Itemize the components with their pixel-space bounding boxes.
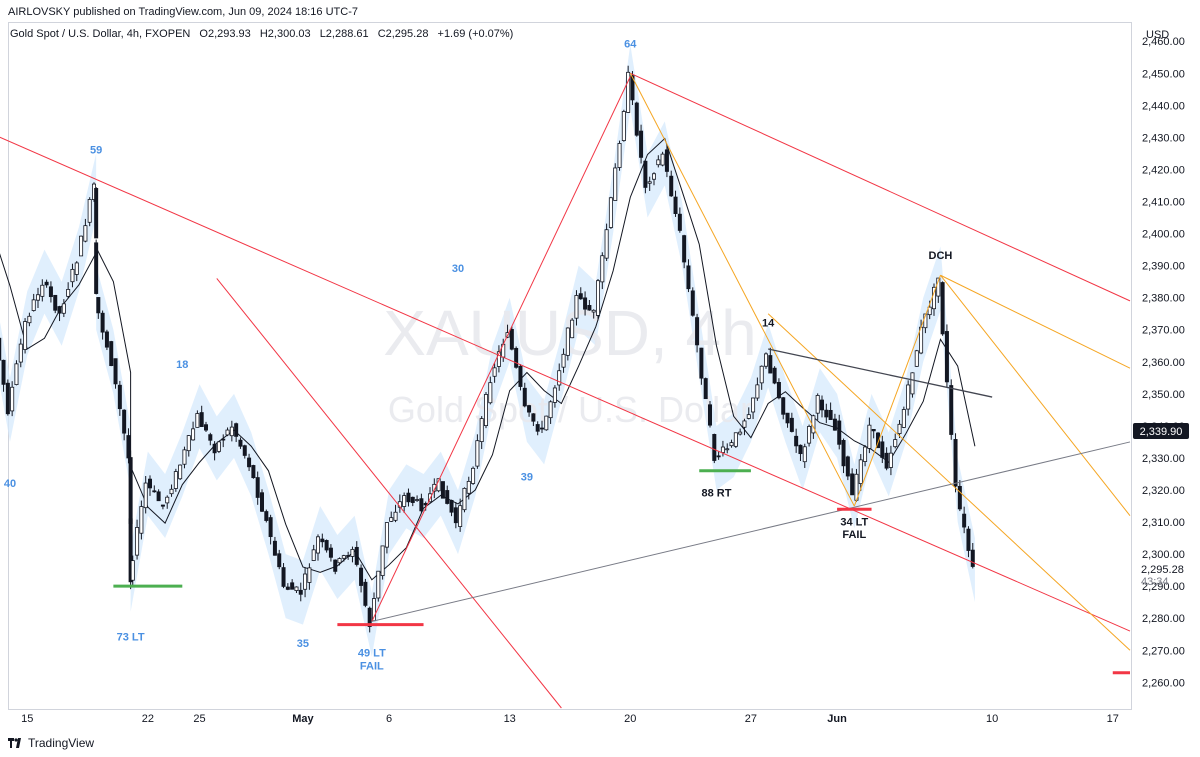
y-tick-label: 2,340.00: [1142, 421, 1185, 433]
candle-body: [0, 337, 2, 361]
x-tick-label: Jun: [827, 713, 847, 725]
footer: TradingView: [8, 736, 94, 750]
open-value: O2,293.93: [199, 28, 251, 40]
low-value: L2,288.61: [319, 28, 369, 40]
y-tick-label: 2,290.00: [1142, 581, 1185, 593]
x-tick-label: 27: [745, 713, 757, 725]
y-tick-label: 2,260.00: [1142, 677, 1185, 689]
symbol-info: Gold Spot / U.S. Dollar, 4h, FXOPEN O2,2…: [10, 28, 519, 40]
y-tick-label: 2,420.00: [1142, 164, 1185, 176]
y-tick-label: 2,300.00: [1142, 549, 1185, 561]
currency-label[interactable]: USD: [1146, 29, 1170, 41]
y-tick-label: 2,400.00: [1142, 229, 1185, 241]
x-tick-label: 22: [142, 713, 154, 725]
last-price-tag: 2,339.90: [1140, 426, 1183, 438]
countdown-label: 43:34: [1141, 576, 1169, 588]
close-value: C2,295.28: [377, 28, 429, 40]
y-tick-label: 2,450.00: [1142, 68, 1185, 80]
x-tick-label: 15: [21, 713, 33, 725]
x-tick-label: 10: [986, 713, 998, 725]
tradingview-logo-icon: [8, 738, 21, 748]
y-tick-label: 2,380.00: [1142, 293, 1185, 305]
x-tick-label: 20: [624, 713, 636, 725]
close-price-label: 2,295.28: [1141, 564, 1184, 576]
y-tick-label: 2,320.00: [1142, 485, 1185, 497]
symbol-name: Gold Spot / U.S. Dollar, 4h, FXOPEN: [10, 28, 191, 40]
y-tick-label: 2,410.00: [1142, 197, 1185, 209]
x-tick-label: 25: [193, 713, 205, 725]
last-price-tag-bg: [1133, 423, 1189, 439]
y-tick-label: 2,360.00: [1142, 357, 1185, 369]
y-tick-label: 2,390.00: [1142, 261, 1185, 273]
y-tick-label: 2,310.00: [1142, 517, 1185, 529]
high-value: H2,300.03: [259, 28, 311, 40]
y-tick-label: 2,350.00: [1142, 389, 1185, 401]
candle-body: [1, 359, 6, 385]
y-tick-label: 2,430.00: [1142, 132, 1185, 144]
y-tick-label: 2,280.00: [1142, 613, 1185, 625]
price-tags: 2,339.90 2,295.28 43:34: [1133, 423, 1189, 588]
x-tick-label: 6: [386, 713, 392, 725]
y-tick-label: 2,370.00: [1142, 325, 1185, 337]
footer-brand: TradingView: [28, 736, 95, 750]
change-value: +1.69 (+0.07%): [437, 28, 514, 40]
chart-frame[interactable]: [8, 22, 1132, 710]
y-tick-label: 2,270.00: [1142, 645, 1185, 657]
x-tick-label: 13: [504, 713, 516, 725]
x-tick-label: May: [292, 713, 314, 725]
x-tick-label: 17: [1107, 713, 1119, 725]
publish-header: AIRLOVSKY published on TradingView.com, …: [8, 6, 358, 18]
y-tick-label: 2,440.00: [1142, 100, 1185, 112]
y-tick-label: 2,330.00: [1142, 453, 1185, 465]
